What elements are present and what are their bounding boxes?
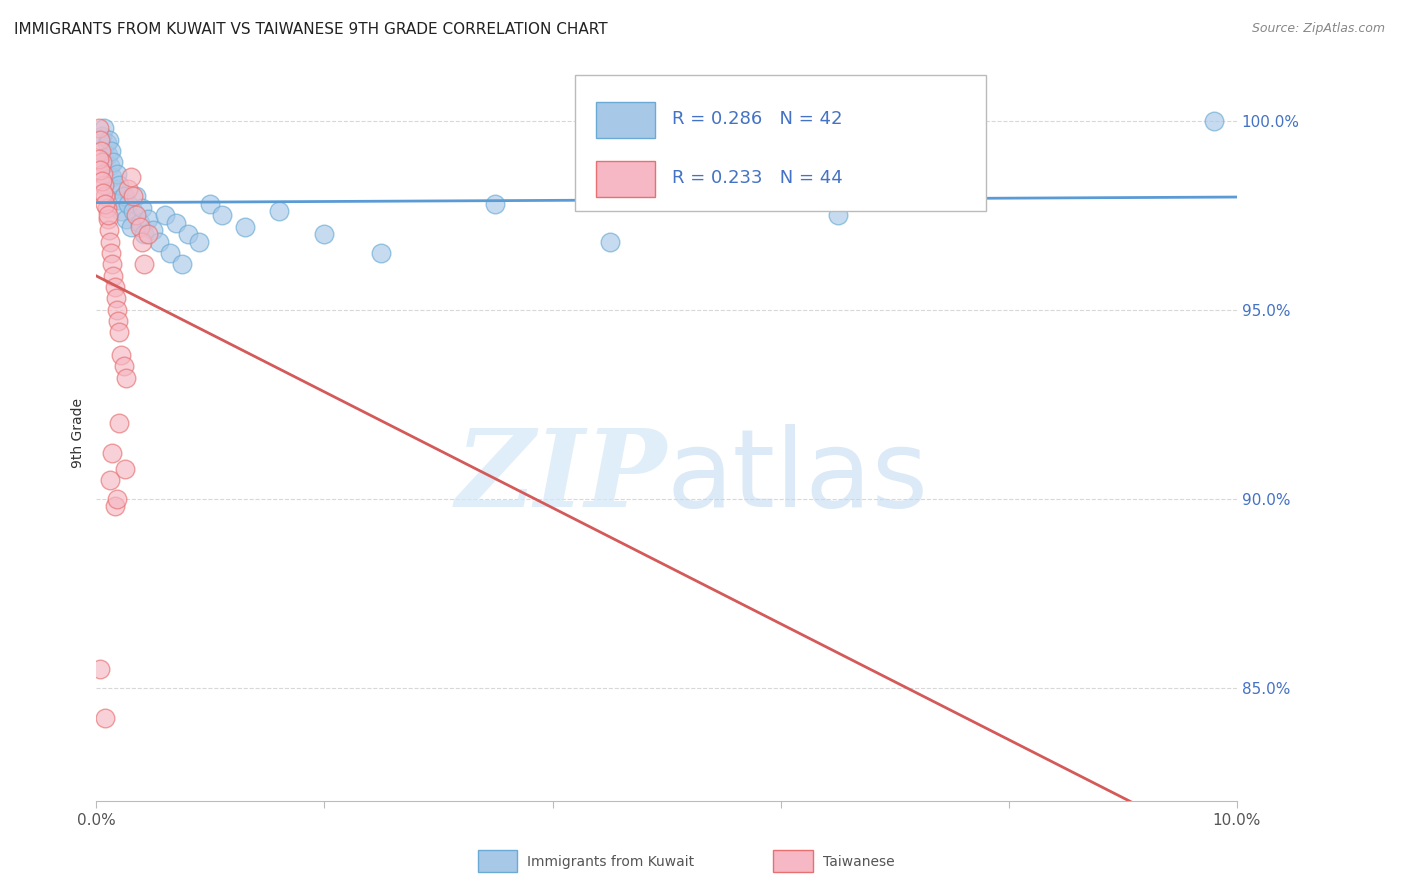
Point	[91, 128, 114, 143]
Point	[98, 235, 121, 249]
FancyBboxPatch shape	[596, 103, 655, 137]
Point	[142, 223, 165, 237]
Point	[87, 152, 110, 166]
Point	[148, 235, 170, 249]
Point	[188, 235, 211, 249]
Point	[131, 235, 153, 249]
Point	[91, 167, 114, 181]
Text: Source: ZipAtlas.com: Source: ZipAtlas.com	[1251, 22, 1385, 36]
Point	[108, 416, 131, 430]
Point	[134, 227, 156, 242]
Point	[94, 711, 117, 725]
Point	[103, 155, 125, 169]
Point	[176, 227, 198, 242]
Point	[159, 246, 181, 260]
Point	[121, 204, 143, 219]
Point	[97, 212, 120, 227]
Point	[134, 257, 156, 271]
Point	[91, 186, 114, 200]
Point	[97, 208, 120, 222]
Point	[128, 219, 150, 234]
Point	[104, 500, 127, 514]
Point	[98, 473, 121, 487]
Point	[97, 133, 120, 147]
Point	[96, 201, 118, 215]
Point	[100, 144, 122, 158]
Point	[108, 178, 131, 192]
Point	[98, 159, 121, 173]
Point	[105, 167, 128, 181]
Point	[105, 302, 128, 317]
Point	[104, 280, 127, 294]
Point	[110, 348, 132, 362]
Point	[91, 174, 114, 188]
Point	[107, 314, 129, 328]
Point	[117, 182, 139, 196]
Point	[599, 235, 621, 249]
Text: Immigrants from Kuwait: Immigrants from Kuwait	[527, 855, 695, 869]
Point	[314, 227, 336, 242]
Point	[89, 662, 111, 676]
FancyBboxPatch shape	[596, 161, 655, 197]
Text: Taiwanese: Taiwanese	[823, 855, 894, 869]
Point	[233, 219, 256, 234]
Point	[117, 197, 139, 211]
Point	[93, 121, 115, 136]
Text: ZIP: ZIP	[456, 424, 666, 530]
Point	[115, 212, 138, 227]
Point	[121, 189, 143, 203]
Point	[101, 257, 124, 271]
Point	[96, 136, 118, 151]
Point	[97, 148, 120, 162]
Point	[97, 223, 120, 237]
Point	[94, 197, 117, 211]
Point	[211, 208, 233, 222]
Text: IMMIGRANTS FROM KUWAIT VS TAIWANESE 9TH GRADE CORRELATION CHART: IMMIGRANTS FROM KUWAIT VS TAIWANESE 9TH …	[14, 22, 607, 37]
Point	[89, 133, 111, 147]
Point	[484, 197, 506, 211]
Text: R = 0.286   N = 42: R = 0.286 N = 42	[672, 111, 842, 128]
Point	[89, 162, 111, 177]
Point	[120, 219, 142, 234]
Text: R = 0.233   N = 44: R = 0.233 N = 44	[672, 169, 844, 187]
Point	[128, 216, 150, 230]
Point	[125, 208, 148, 222]
Point	[90, 144, 112, 158]
Point	[104, 292, 127, 306]
Text: atlas: atlas	[666, 424, 928, 530]
Point	[165, 216, 187, 230]
Point	[131, 201, 153, 215]
Point	[370, 246, 392, 260]
Point	[136, 212, 159, 227]
Point	[101, 446, 124, 460]
Point	[112, 189, 135, 203]
Point	[115, 371, 138, 385]
Point	[107, 193, 129, 207]
Point	[1202, 113, 1225, 128]
Point	[267, 204, 290, 219]
Point	[827, 208, 849, 222]
FancyBboxPatch shape	[575, 75, 986, 211]
Point	[93, 178, 115, 192]
Point	[200, 197, 222, 211]
Y-axis label: 9th Grade: 9th Grade	[72, 398, 86, 467]
Point	[112, 359, 135, 374]
Point	[87, 121, 110, 136]
Point	[91, 155, 114, 169]
Point	[101, 170, 124, 185]
Point	[105, 491, 128, 506]
Point	[125, 189, 148, 203]
Point	[136, 227, 159, 242]
Point	[100, 246, 122, 260]
Point	[120, 170, 142, 185]
Point	[94, 189, 117, 203]
Point	[114, 461, 136, 475]
Point	[108, 326, 131, 340]
Point	[103, 268, 125, 283]
Point	[153, 208, 176, 222]
Point	[110, 204, 132, 219]
Point	[170, 257, 193, 271]
Point	[104, 182, 127, 196]
